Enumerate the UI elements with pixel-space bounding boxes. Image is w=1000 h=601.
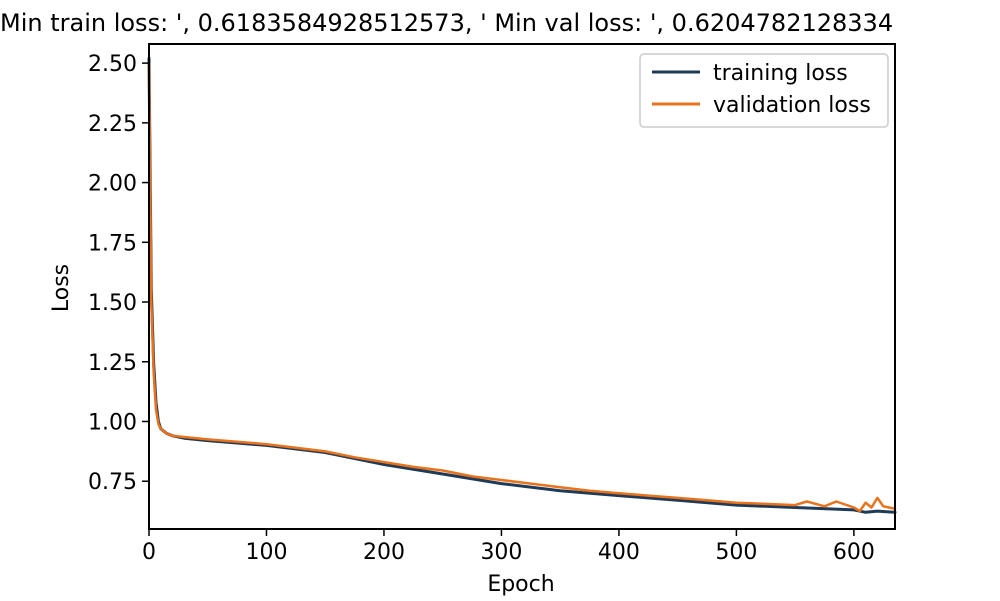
x-tick-label: 300: [480, 540, 522, 565]
chart-title: Min train loss: ', 0.6183584928512573, '…: [0, 9, 893, 37]
y-tick-label: 1.75: [88, 231, 137, 256]
y-tick-label: 2.50: [88, 52, 137, 77]
y-tick-label: 0.75: [88, 470, 137, 495]
legend-label-training-loss: training loss: [713, 61, 848, 86]
legend-label-validation-loss: validation loss: [713, 93, 871, 118]
x-axis-label: Epoch: [487, 572, 554, 597]
legend: training loss validation loss: [639, 53, 889, 128]
y-axis-label: Loss: [49, 264, 74, 312]
axes: [148, 43, 896, 530]
y-tick-label: 2.25: [88, 112, 137, 137]
series-line-validation-loss: [147, 61, 897, 513]
x-tick-label: 100: [245, 540, 287, 565]
x-tick-label: 200: [363, 540, 405, 565]
x-tick-label: 500: [715, 540, 757, 565]
x-tick-label: 600: [833, 540, 875, 565]
x-tick-label: 400: [598, 540, 640, 565]
legend-box: [639, 53, 889, 128]
plot-area: [147, 56, 897, 514]
y-tick-label: 2.00: [88, 172, 137, 197]
tick-group: 0 100 200 300 400 500 600 0.75 1.00 1.25 1.50 1.75 2…: [88, 52, 875, 565]
x-tick-label: 0: [142, 540, 156, 565]
axes-frame: [148, 43, 896, 530]
y-tick-label: 1.50: [88, 291, 137, 316]
y-tick-label: 1.25: [88, 351, 137, 376]
y-tick-label: 1.00: [88, 410, 137, 435]
